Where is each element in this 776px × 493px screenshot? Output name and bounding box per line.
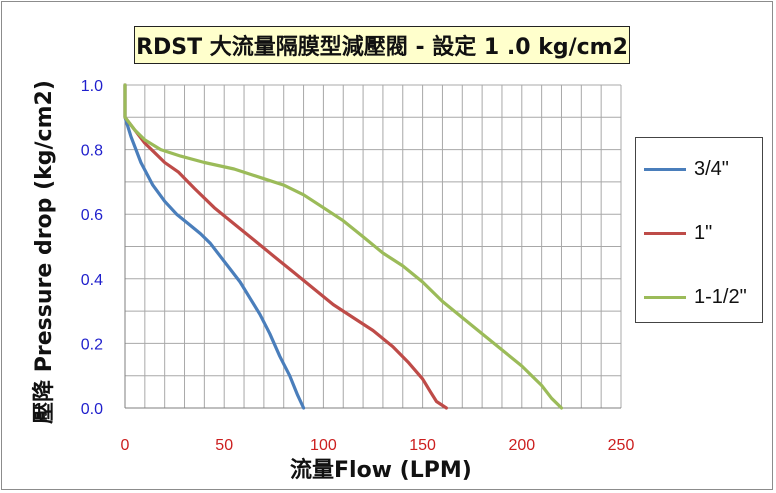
plot-axes bbox=[124, 85, 621, 409]
legend-label: 1" bbox=[694, 221, 713, 244]
legend-swatch bbox=[644, 295, 686, 299]
x-tick-label: 200 bbox=[508, 437, 535, 454]
series-line-1 bbox=[123, 83, 448, 410]
y-tick-label: 0.6 bbox=[81, 207, 103, 224]
x-axis-label: 流量Flow (LPM) bbox=[290, 458, 472, 483]
chart-title: RDST 大流量隔膜型減壓閥 - 設定 1 .0 kg/cm2 bbox=[134, 26, 630, 64]
y-tick-label: 0.8 bbox=[81, 143, 103, 160]
series-line-2 bbox=[123, 83, 564, 410]
series-line-0 bbox=[123, 83, 306, 410]
legend-swatch bbox=[644, 167, 686, 171]
legend-swatch bbox=[644, 231, 686, 235]
x-tick-label: 250 bbox=[608, 437, 635, 454]
y-tick-label: 0.4 bbox=[81, 272, 103, 289]
plot-series bbox=[123, 83, 564, 410]
y-tick-label: 0.0 bbox=[81, 401, 103, 418]
legend-item: 1-1/2" bbox=[644, 285, 747, 309]
x-tick-label: 50 bbox=[215, 437, 233, 454]
x-tick-label: 150 bbox=[409, 437, 436, 454]
tick-labels: 0.0 0.2 0.4 0.6 0.8 1.0 0 50 100 150 200 250 bbox=[81, 78, 635, 454]
chart-legend: 3/4" 1" 1-1/2" bbox=[635, 137, 763, 323]
y-axis-label: 壓降 Pressure drop (kg/cm2) bbox=[32, 80, 57, 424]
x-tick-label: 100 bbox=[310, 437, 337, 454]
y-tick-label: 0.2 bbox=[81, 336, 103, 353]
x-tick-label: 0 bbox=[121, 437, 130, 454]
legend-label: 1-1/2" bbox=[694, 285, 747, 308]
legend-item: 1" bbox=[644, 221, 712, 245]
y-tick-label: 1.0 bbox=[81, 78, 103, 95]
legend-item: 3/4" bbox=[644, 157, 729, 181]
legend-label: 3/4" bbox=[694, 157, 729, 180]
